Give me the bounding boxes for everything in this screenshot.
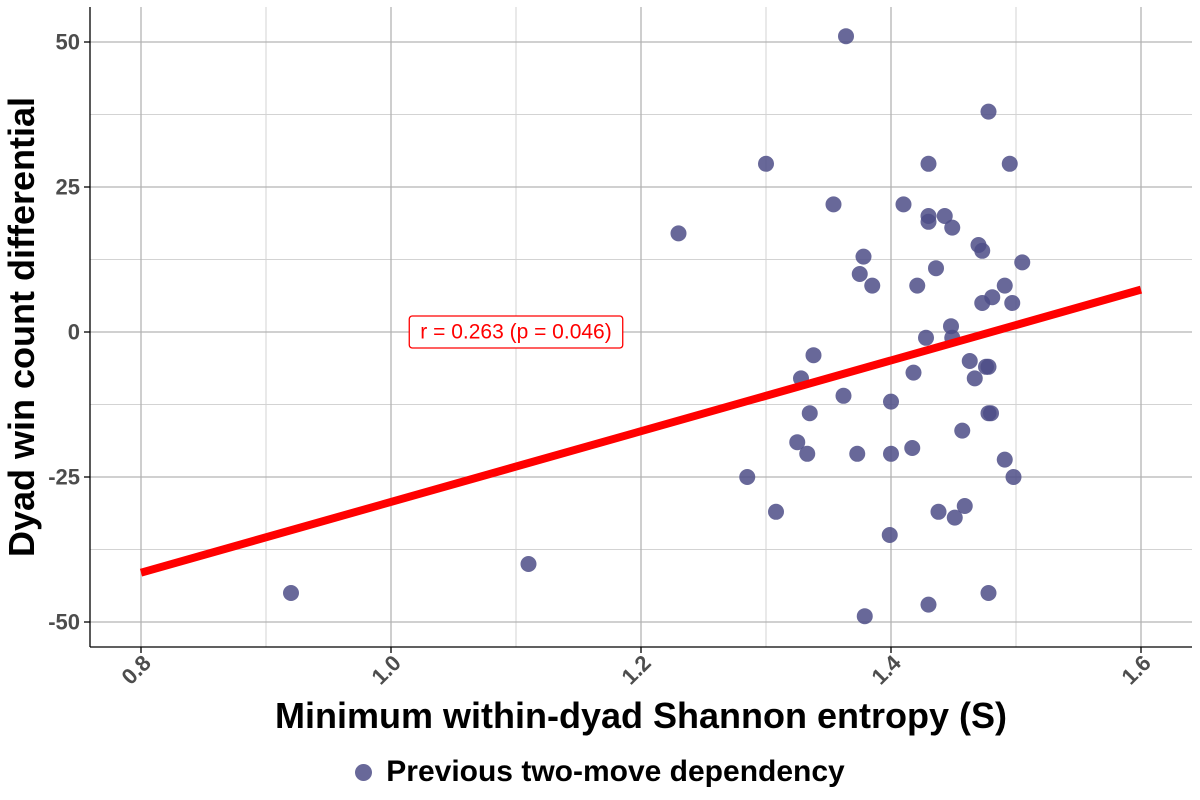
scatter-point	[909, 277, 926, 294]
scatter-point	[980, 358, 997, 375]
scatter-point	[1004, 295, 1021, 311]
scatter-point	[1001, 155, 1018, 172]
x-tick-label: 0.8	[117, 650, 156, 689]
scatter-point	[799, 445, 816, 462]
x-axis-ticks: 0.8 1.0 1.2 1.4 1.6	[117, 647, 1156, 689]
legend: Previous two-move dependency	[0, 752, 1200, 792]
scatter-point	[928, 260, 944, 277]
regression-line	[139, 285, 1143, 577]
scatter-point	[856, 608, 873, 625]
scatter-point	[920, 213, 937, 230]
scatter-point	[849, 445, 866, 462]
scatter-point	[984, 289, 1001, 306]
x-tick-label: 1.4	[867, 650, 907, 690]
scatter-point	[954, 422, 971, 439]
scatter-point	[835, 387, 852, 404]
scatter-point	[805, 347, 822, 364]
x-tick-label: 1.0	[367, 650, 406, 689]
scatter-point	[980, 103, 997, 120]
y-axis-label: Dyad win count differential	[1, 97, 42, 557]
legend-key-dot	[355, 763, 373, 781]
scatter-point	[966, 370, 983, 387]
scatter-point	[996, 451, 1013, 468]
scatter-point	[996, 277, 1013, 294]
scatter-point	[943, 318, 959, 335]
scatter-point	[825, 196, 842, 213]
scatter-point	[838, 28, 854, 45]
scatter-point	[283, 585, 299, 601]
scatter-point	[851, 266, 868, 282]
scatter-point	[905, 364, 922, 381]
scatter-point	[920, 596, 937, 613]
scatter-point	[944, 219, 961, 236]
y-tick-label: 0	[68, 320, 80, 345]
scatter-point	[864, 277, 881, 294]
correlation-annotation: r = 0.263 (p = 0.046)	[408, 315, 624, 349]
scatter-point	[918, 329, 934, 346]
scatter-point	[670, 225, 687, 242]
scatter-point	[758, 155, 774, 172]
scatter-point	[980, 585, 997, 601]
scatter-point	[883, 445, 899, 462]
scatter-point	[983, 405, 999, 422]
y-tick-label: 50	[56, 30, 80, 55]
scatter-point	[768, 503, 784, 520]
scatter-point	[1014, 254, 1031, 271]
scatter-point	[855, 248, 872, 265]
scatter-point	[946, 509, 963, 526]
scatter-point	[961, 353, 978, 369]
scatter-point	[801, 405, 818, 422]
x-tick-label: 1.6	[1117, 650, 1156, 689]
x-axis-label: Minimum within-dyad Shannon entropy (S)	[275, 695, 1007, 736]
scatter-point	[881, 527, 898, 543]
scatter-point	[920, 155, 937, 172]
scatter-point	[1005, 469, 1022, 485]
scatter-point	[883, 393, 899, 410]
scatter-point	[739, 469, 756, 485]
data-points	[283, 28, 1031, 625]
annotation-text: r = 0.263 (p = 0.046)	[420, 321, 611, 344]
y-axis-ticks: -50 -25 0 25 50	[48, 30, 90, 635]
scatter-point	[520, 556, 537, 572]
legend-label: Previous two-move dependency	[386, 755, 845, 788]
scatter-point	[930, 503, 947, 520]
y-tick-label: 25	[56, 175, 80, 200]
x-tick-label: 1.2	[617, 650, 656, 689]
annotation-box	[408, 315, 624, 349]
grid-lines	[90, 7, 1192, 647]
scatter-point	[956, 498, 973, 514]
scatter-point	[895, 196, 912, 213]
scatter-point	[936, 208, 953, 224]
scatter-point	[904, 440, 921, 456]
scatter-point	[789, 434, 806, 451]
y-tick-label: -25	[48, 465, 80, 490]
y-tick-label: -50	[48, 610, 80, 635]
scatter-point	[974, 242, 991, 259]
